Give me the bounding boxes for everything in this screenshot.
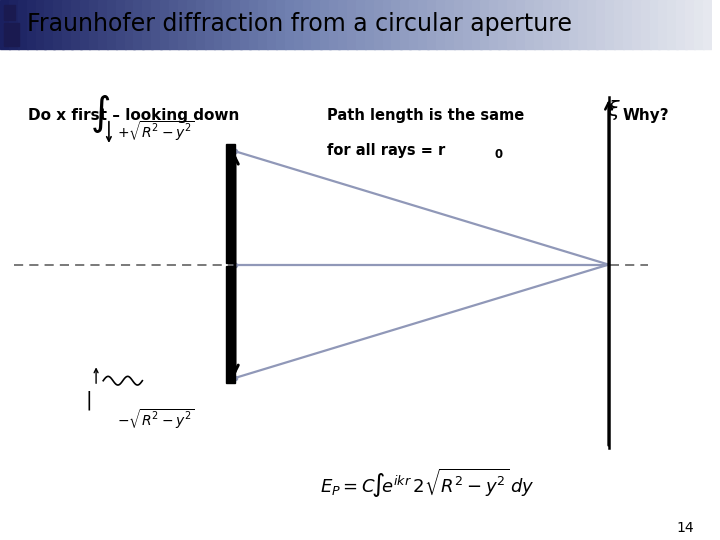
Bar xyxy=(382,0,393,49)
Bar xyxy=(623,0,633,49)
Bar xyxy=(27,0,37,49)
Bar xyxy=(143,0,153,49)
Bar xyxy=(63,0,73,49)
Bar xyxy=(294,0,304,49)
Bar xyxy=(214,0,224,49)
Bar xyxy=(676,0,687,49)
Bar xyxy=(552,0,562,49)
Bar xyxy=(347,0,357,49)
Bar xyxy=(498,0,508,49)
Bar xyxy=(133,0,144,49)
Bar xyxy=(543,0,553,49)
Bar xyxy=(226,266,235,383)
Text: $-\sqrt{R^2 - y^2}$: $-\sqrt{R^2 - y^2}$ xyxy=(117,408,195,431)
Bar xyxy=(107,0,117,49)
Bar xyxy=(284,0,295,49)
Bar xyxy=(400,0,410,49)
Bar xyxy=(53,0,63,49)
Bar xyxy=(525,0,535,49)
Bar xyxy=(454,0,464,49)
Bar xyxy=(222,0,233,49)
Bar xyxy=(187,0,197,49)
Bar xyxy=(240,0,251,49)
Bar xyxy=(80,0,91,49)
Bar xyxy=(374,0,384,49)
Bar xyxy=(409,0,420,49)
Bar xyxy=(578,0,589,49)
Bar xyxy=(338,0,348,49)
Bar xyxy=(302,0,312,49)
Bar xyxy=(534,0,544,49)
Bar xyxy=(0,0,10,49)
Bar xyxy=(480,0,491,49)
Bar xyxy=(614,0,624,49)
Bar xyxy=(667,0,678,49)
Text: Fraunhofer diffraction from a circular aperture: Fraunhofer diffraction from a circular a… xyxy=(27,12,572,36)
Bar xyxy=(463,0,473,49)
Text: $\int$: $\int$ xyxy=(89,93,109,135)
Bar xyxy=(427,0,437,49)
Bar xyxy=(9,0,19,49)
Bar xyxy=(231,0,242,49)
Bar xyxy=(45,0,55,49)
Bar xyxy=(694,0,704,49)
Bar xyxy=(685,0,696,49)
Bar xyxy=(649,0,660,49)
Bar xyxy=(596,0,606,49)
Bar xyxy=(703,0,714,49)
Bar xyxy=(267,0,277,49)
Bar xyxy=(226,144,235,263)
Bar xyxy=(320,0,330,49)
Bar xyxy=(490,0,500,49)
Bar xyxy=(365,0,375,49)
Text: $\xi$: $\xi$ xyxy=(607,98,621,122)
Bar xyxy=(151,0,161,49)
Bar xyxy=(196,0,206,49)
Bar xyxy=(312,0,322,49)
Bar xyxy=(204,0,215,49)
Bar xyxy=(4,23,19,46)
Bar xyxy=(89,0,99,49)
Bar xyxy=(125,0,135,49)
Bar xyxy=(258,0,269,49)
Bar xyxy=(641,0,651,49)
Bar xyxy=(472,0,482,49)
Bar xyxy=(658,0,669,49)
Bar xyxy=(249,0,259,49)
Bar xyxy=(507,0,518,49)
Text: $|$: $|$ xyxy=(86,389,91,412)
Text: for all rays = r: for all rays = r xyxy=(328,143,446,158)
Text: 14: 14 xyxy=(676,521,694,535)
Text: 0: 0 xyxy=(495,148,503,161)
Bar xyxy=(570,0,580,49)
Bar xyxy=(35,0,46,49)
Bar xyxy=(436,0,446,49)
Text: $E_P = C\!\int\! e^{ikr}\, 2\sqrt{R^2 - y^2}\, dy$: $E_P = C\!\int\! e^{ikr}\, 2\sqrt{R^2 - … xyxy=(320,467,534,500)
Bar xyxy=(516,0,526,49)
Bar xyxy=(392,0,402,49)
Bar xyxy=(445,0,455,49)
Bar xyxy=(631,0,642,49)
Bar xyxy=(356,0,366,49)
Bar xyxy=(329,0,340,49)
Bar xyxy=(98,0,108,49)
Text: Do x first – looking down: Do x first – looking down xyxy=(29,108,240,123)
Bar xyxy=(4,5,15,20)
Bar xyxy=(169,0,179,49)
Bar xyxy=(561,0,571,49)
Text: $+\sqrt{R^2 - y^2}$: $+\sqrt{R^2 - y^2}$ xyxy=(117,119,195,143)
Bar xyxy=(160,0,171,49)
Bar xyxy=(276,0,286,49)
Text: Path length is the same: Path length is the same xyxy=(328,108,525,123)
Bar xyxy=(418,0,428,49)
Bar xyxy=(71,0,81,49)
Bar xyxy=(588,0,598,49)
Bar xyxy=(605,0,616,49)
Text: Why?: Why? xyxy=(623,108,670,123)
Bar xyxy=(116,0,126,49)
Bar xyxy=(18,0,28,49)
Bar xyxy=(178,0,188,49)
